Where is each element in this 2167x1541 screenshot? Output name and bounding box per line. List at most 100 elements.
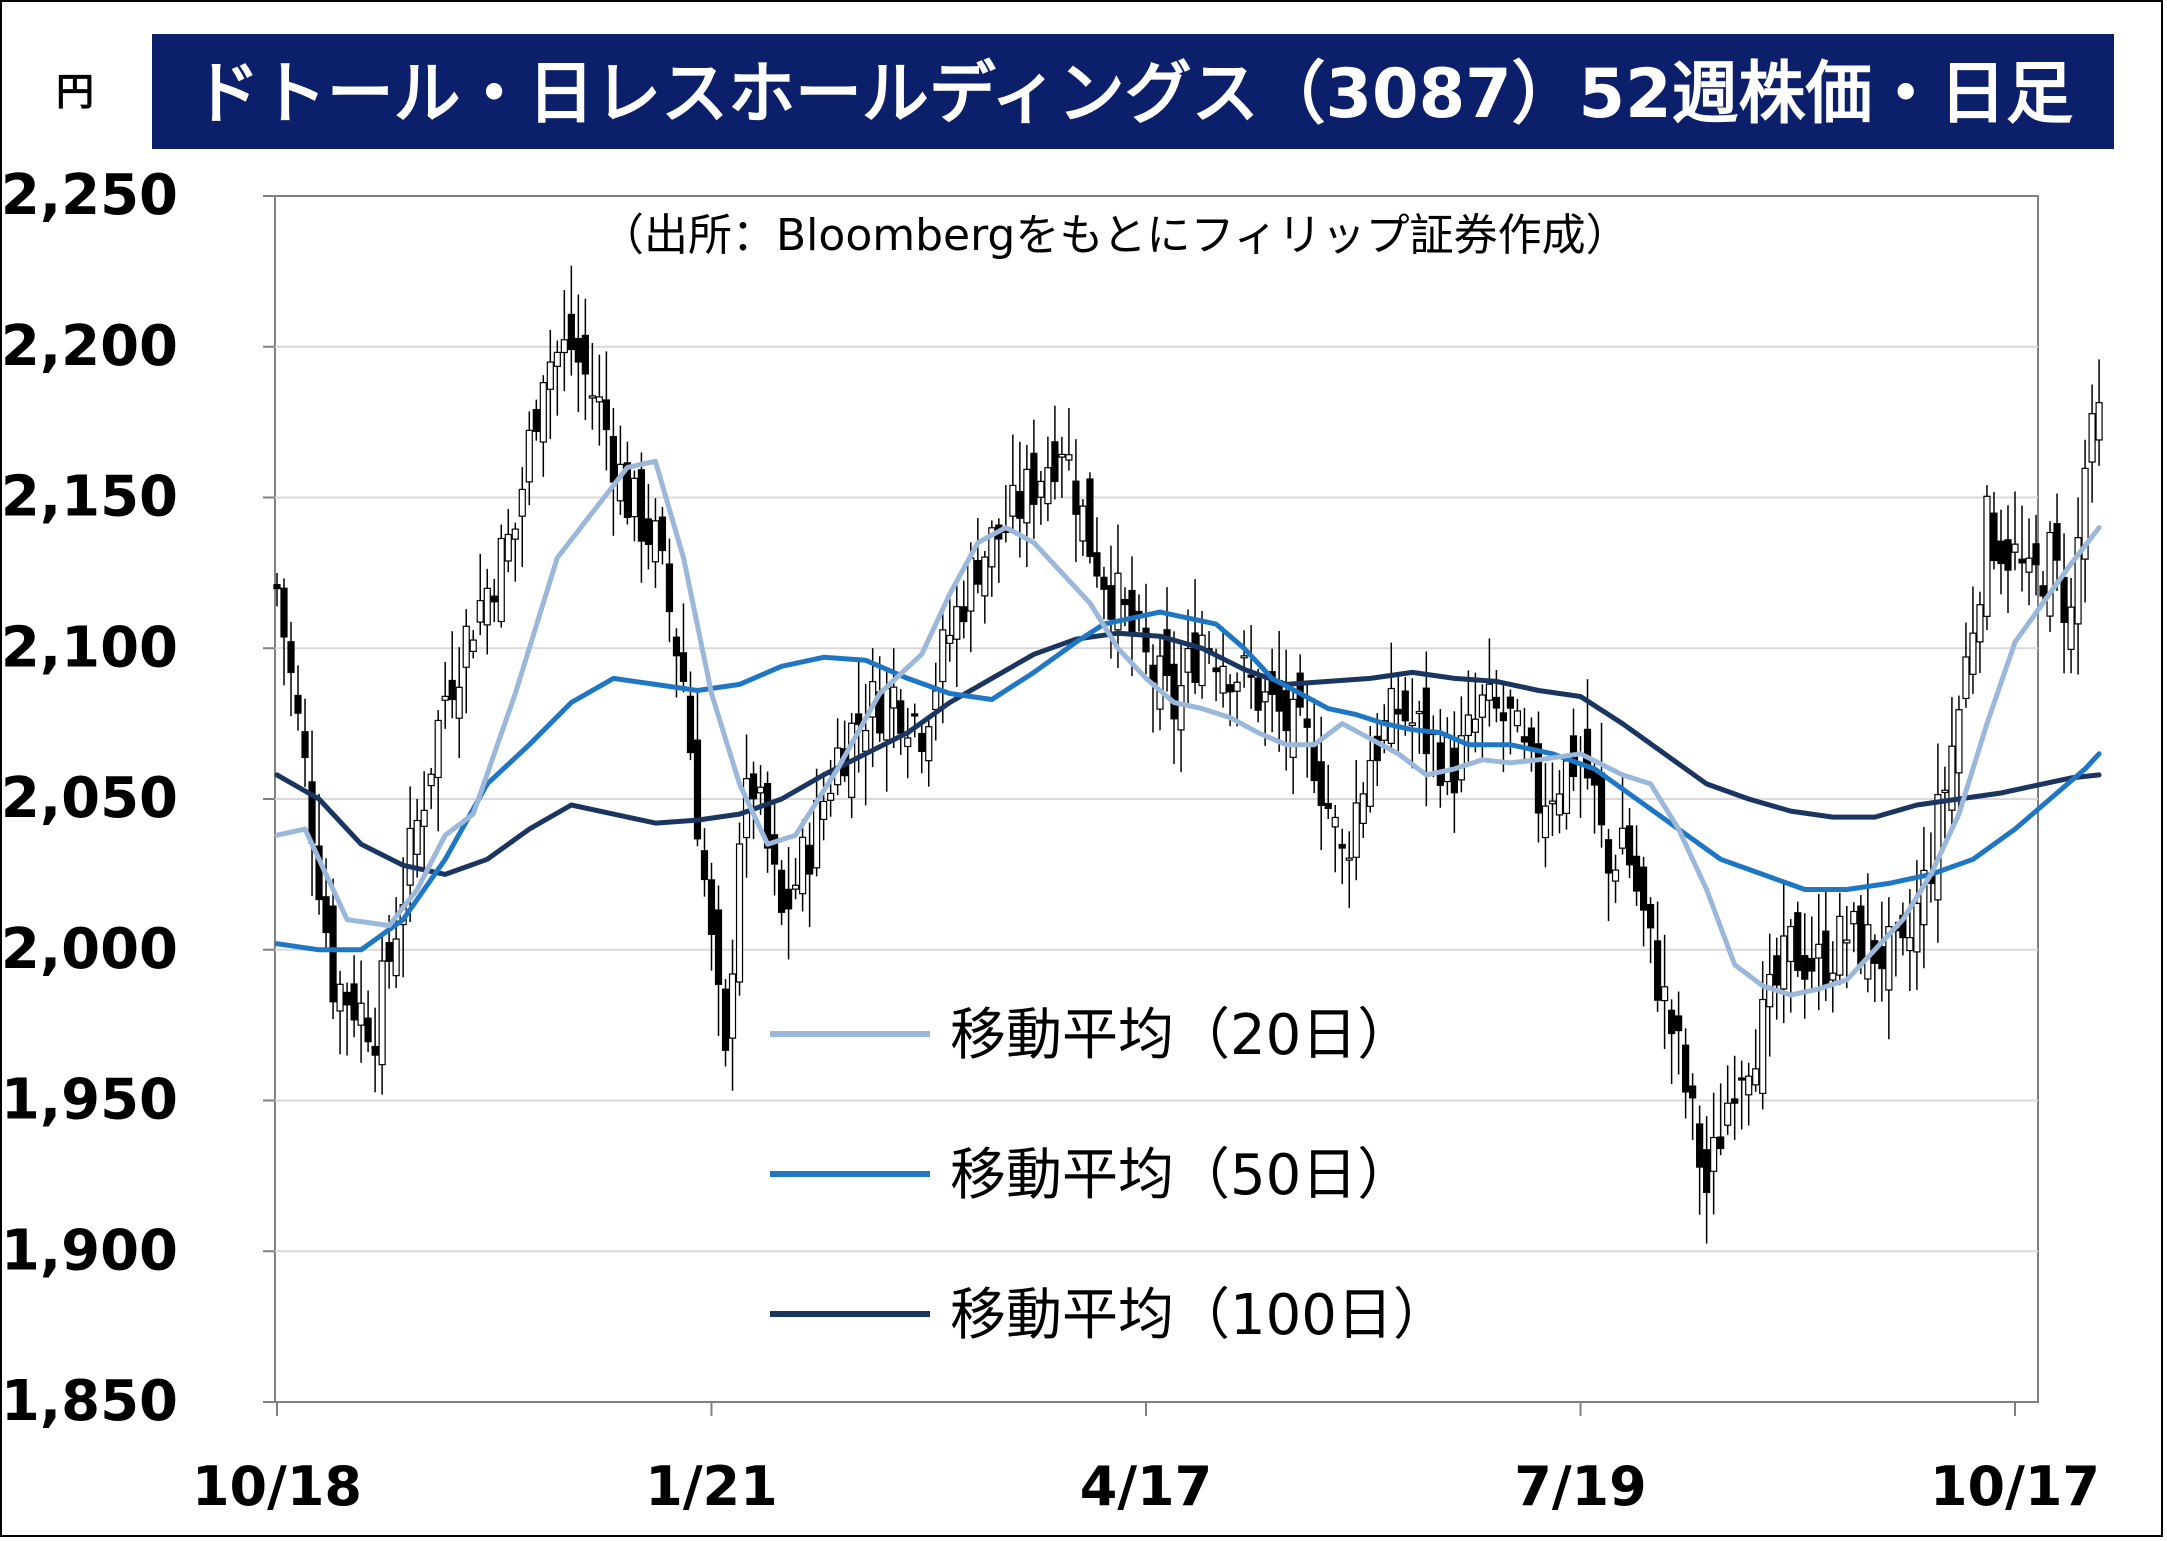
candle-body bbox=[1198, 634, 1206, 687]
candle-body bbox=[714, 909, 723, 985]
candle-body bbox=[1689, 1085, 1697, 1099]
candle-body bbox=[1373, 735, 1381, 762]
candle-body bbox=[462, 625, 470, 668]
candle-body bbox=[1464, 714, 1472, 737]
candle-body bbox=[1072, 480, 1080, 515]
candle-body bbox=[1219, 665, 1227, 694]
candle-body bbox=[1548, 800, 1557, 805]
candle-body bbox=[1632, 855, 1641, 892]
candle-body bbox=[518, 488, 526, 517]
candle-body bbox=[1478, 694, 1486, 718]
candle-body bbox=[2088, 413, 2096, 463]
y-tick-label: 2,200 bbox=[1, 314, 178, 379]
candle-body bbox=[1485, 683, 1493, 701]
legend: 移動平均（20日） 移動平均（50日） 移動平均（100日） bbox=[770, 1003, 1449, 1348]
y-tick-label: 2,100 bbox=[1, 615, 178, 680]
title-banner bbox=[152, 34, 2114, 149]
candle-body bbox=[981, 556, 989, 597]
candle-body bbox=[707, 879, 716, 935]
candle-body bbox=[1983, 495, 1991, 617]
candle-body bbox=[1913, 902, 1921, 953]
candle-body bbox=[1541, 805, 1550, 839]
candle-body bbox=[1618, 827, 1627, 849]
candle-body bbox=[693, 739, 702, 840]
candle-body bbox=[434, 719, 442, 779]
candle-body bbox=[413, 819, 421, 855]
candle-body bbox=[806, 844, 814, 875]
candle-body bbox=[1289, 698, 1297, 758]
candle-body bbox=[350, 983, 358, 1021]
candle-body bbox=[1843, 939, 1851, 944]
candle-body bbox=[637, 469, 646, 542]
candle-body bbox=[1675, 1015, 1683, 1032]
candle-body bbox=[700, 850, 709, 881]
candle-body bbox=[511, 528, 519, 540]
candle-body bbox=[672, 636, 681, 657]
candle-body bbox=[546, 361, 554, 390]
candle-body bbox=[1317, 761, 1325, 807]
candle-body bbox=[756, 786, 765, 794]
candle-body bbox=[1752, 1068, 1760, 1086]
candle-body bbox=[763, 782, 772, 849]
candle-body bbox=[1254, 677, 1262, 711]
candle-body bbox=[1857, 905, 1865, 966]
y-tick-label: 1,950 bbox=[1, 1068, 178, 1133]
candle-body bbox=[967, 557, 975, 612]
candle-body bbox=[1668, 1009, 1676, 1035]
ma100-line bbox=[274, 630, 2102, 877]
candle-body bbox=[784, 888, 793, 910]
candle-body bbox=[813, 800, 821, 869]
candle-body bbox=[1226, 684, 1234, 693]
candle-body bbox=[315, 845, 323, 901]
candle-body bbox=[1023, 468, 1031, 524]
candle-body bbox=[1401, 690, 1409, 722]
candle-body bbox=[497, 537, 505, 623]
candle-body bbox=[1338, 843, 1346, 849]
candle-body bbox=[1079, 505, 1087, 542]
candle-body bbox=[1738, 1077, 1746, 1081]
candle-body bbox=[455, 686, 463, 719]
candlesticks bbox=[273, 265, 2103, 1244]
candle-body bbox=[2081, 467, 2089, 560]
candle-body bbox=[294, 694, 302, 714]
candle-body bbox=[862, 730, 870, 752]
candle-body bbox=[1962, 656, 1970, 700]
candle-body bbox=[1878, 946, 1886, 970]
candle-body bbox=[1233, 681, 1241, 692]
candle-body bbox=[280, 587, 288, 638]
y-tick-label: 2,150 bbox=[1, 465, 178, 530]
candle-body bbox=[1086, 478, 1094, 557]
candle-body bbox=[820, 800, 828, 820]
candle-body bbox=[1941, 789, 1949, 794]
candle-body bbox=[1808, 957, 1816, 972]
x-tick-label: 4/17 bbox=[1080, 1455, 1212, 1518]
y-axis-ticks: 2,250 2,200 2,150 2,100 2,050 2,000 1,950 1,900… bbox=[1, 163, 275, 1434]
candle-body bbox=[1745, 1075, 1753, 1096]
moving-average-lines bbox=[274, 458, 2102, 998]
candle-body bbox=[1422, 687, 1430, 755]
candle-body bbox=[1822, 930, 1830, 986]
candle-body bbox=[1387, 687, 1395, 744]
candle-body bbox=[581, 334, 589, 375]
candle-body bbox=[1520, 736, 1529, 743]
candle-body bbox=[1710, 1136, 1718, 1172]
x-tick-label: 10/18 bbox=[192, 1455, 362, 1518]
candle-body bbox=[1142, 627, 1150, 653]
candle-body bbox=[2018, 558, 2026, 564]
candle-body bbox=[2011, 543, 2019, 553]
candle-body bbox=[1997, 540, 2005, 565]
candle-body bbox=[918, 732, 926, 752]
candle-body bbox=[1604, 839, 1613, 874]
candle-body bbox=[560, 339, 568, 354]
candle-body bbox=[567, 313, 575, 351]
candle-body bbox=[883, 687, 891, 741]
candle-body bbox=[974, 559, 982, 585]
ma20-line bbox=[274, 458, 2102, 998]
candle-body bbox=[1506, 696, 1515, 709]
candle-body bbox=[2032, 543, 2040, 566]
y-tick-label: 1,900 bbox=[1, 1218, 178, 1283]
candle-body bbox=[1128, 589, 1136, 634]
candle-body bbox=[1163, 629, 1171, 677]
